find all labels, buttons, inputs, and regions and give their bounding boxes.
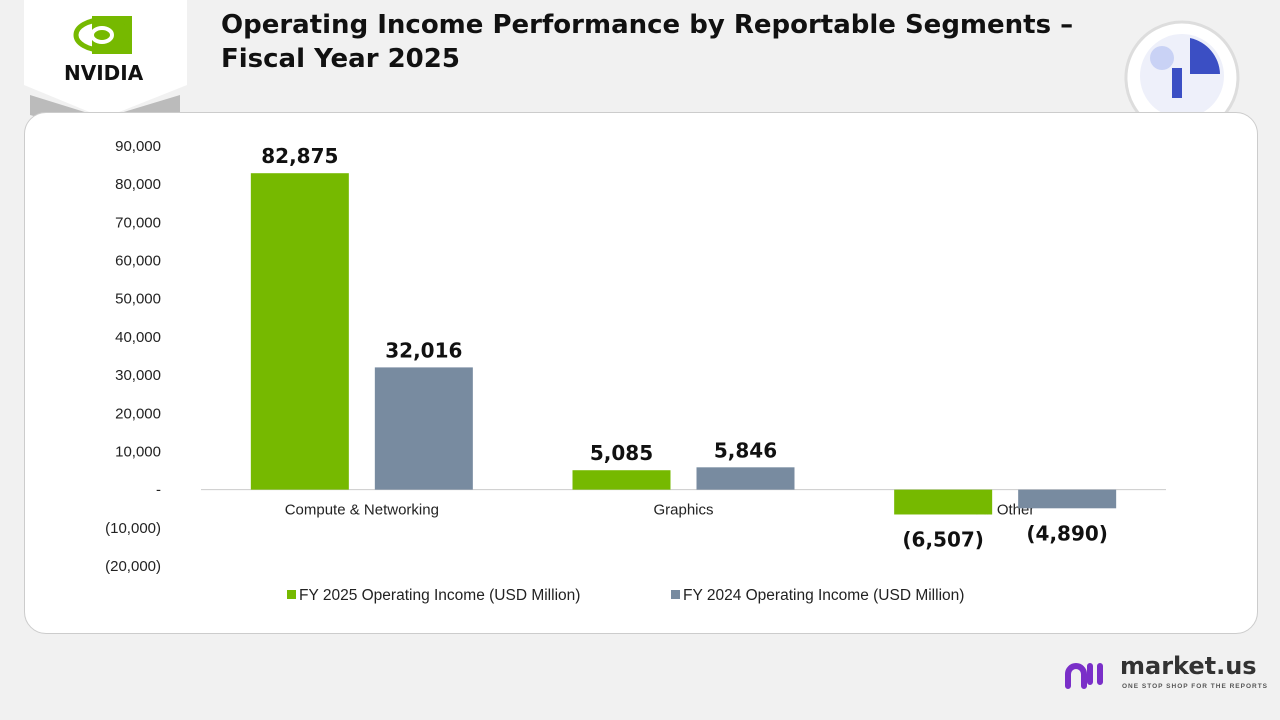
data-label: (4,890) bbox=[1026, 521, 1108, 545]
y-tick-label: 50,000 bbox=[115, 291, 161, 308]
page-title: Operating Income Performance by Reportab… bbox=[221, 10, 1074, 74]
y-tick-label: (10,000) bbox=[105, 520, 161, 537]
data-label: 82,875 bbox=[261, 144, 338, 168]
marketus-wordmark: market.us bbox=[1120, 652, 1257, 680]
y-tick-label: 80,000 bbox=[115, 176, 161, 193]
y-tick-label: 30,000 bbox=[115, 367, 161, 384]
y-tick-label: 60,000 bbox=[115, 253, 161, 270]
y-tick-label: 90,000 bbox=[115, 138, 161, 155]
y-tick-label: 70,000 bbox=[115, 214, 161, 231]
bar bbox=[1018, 489, 1117, 509]
legend-swatch bbox=[287, 590, 296, 599]
y-tick-label: 20,000 bbox=[115, 405, 161, 422]
marketus-logo: market.us ONE STOP SHOP FOR THE REPORTS bbox=[1062, 652, 1267, 696]
bar bbox=[250, 173, 349, 490]
bar-chart: 90,000 80,000 70,000 60,000 50,000 40,000 30,0… bbox=[105, 138, 1166, 604]
bar bbox=[894, 489, 993, 515]
bar bbox=[572, 470, 671, 490]
data-label: 32,016 bbox=[385, 338, 462, 362]
chart-panel: 90,000 80,000 70,000 60,000 50,000 40,000 30,0… bbox=[24, 112, 1258, 634]
legend-swatch bbox=[671, 590, 680, 599]
y-tick-label: (20,000) bbox=[105, 558, 161, 575]
data-label: (6,507) bbox=[902, 527, 984, 551]
y-tick-label: 40,000 bbox=[115, 329, 161, 346]
y-tick-label: - bbox=[156, 482, 161, 499]
data-label: 5,846 bbox=[714, 438, 777, 462]
nvidia-wordmark: NVIDIA bbox=[64, 61, 144, 85]
x-tick-label: Graphics bbox=[653, 502, 713, 519]
marketus-tagline: ONE STOP SHOP FOR THE REPORTS bbox=[1122, 683, 1269, 690]
data-label: 5,085 bbox=[590, 441, 653, 465]
marketus-mark-icon bbox=[1065, 663, 1103, 689]
legend-label: FY 2025 Operating Income (USD Million) bbox=[299, 587, 580, 604]
y-tick-label: 10,000 bbox=[115, 443, 161, 460]
bar bbox=[374, 367, 473, 490]
x-tick-label: Compute & Networking bbox=[285, 502, 439, 519]
legend-label: FY 2024 Operating Income (USD Million) bbox=[683, 587, 964, 604]
bar bbox=[696, 467, 795, 490]
